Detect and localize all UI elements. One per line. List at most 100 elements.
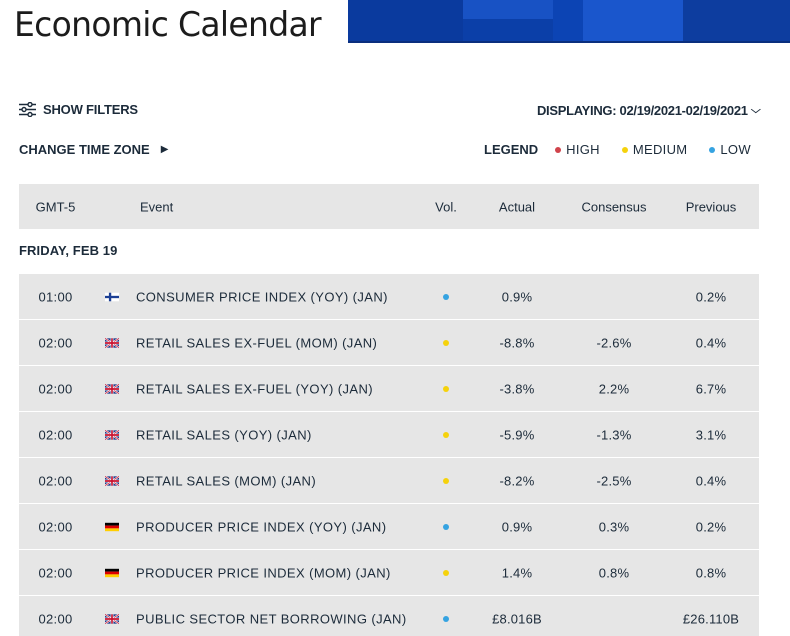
table-row[interactable]: 02:00 RETAIL SALES (YOY) (JAN) -5.9% -1.… xyxy=(19,412,759,458)
medium-volatility-dot xyxy=(443,339,449,346)
consensus-value: 2.2% xyxy=(598,381,630,396)
medium-volatility-dot xyxy=(443,477,449,484)
header-actual: Actual xyxy=(498,199,536,214)
legend-label: LOW xyxy=(720,142,751,157)
actual-value: -3.8% xyxy=(499,381,535,396)
volatility-cell xyxy=(427,523,465,530)
consensus-value: -1.3% xyxy=(596,427,632,442)
actual-value: -5.9% xyxy=(499,427,535,442)
flag-gb-icon xyxy=(105,383,119,394)
volatility-cell xyxy=(427,293,465,300)
table-body: 01:00 CONSUMER PRICE INDEX (YOY) (JAN) 0… xyxy=(19,274,759,636)
banner-line xyxy=(348,41,790,43)
low-volatility-dot xyxy=(443,615,449,622)
flag-gb-icon xyxy=(105,429,119,440)
table-row[interactable]: 02:00 PRODUCER PRICE INDEX (YOY) (JAN) 0… xyxy=(19,504,759,550)
low-volatility-dot xyxy=(443,293,449,300)
legend-item-medium: MEDIUM xyxy=(621,142,688,157)
sliders-icon xyxy=(19,102,36,117)
event-time: 02:00 xyxy=(38,611,73,626)
header-time: GMT-5 xyxy=(35,199,76,214)
volatility-cell xyxy=(427,477,465,484)
change-time-zone-button[interactable]: CHANGE TIME ZONE ▶ xyxy=(19,142,168,157)
event-time: 02:00 xyxy=(38,473,73,488)
medium-volatility-dot xyxy=(621,146,628,153)
table-row[interactable]: 02:00 RETAIL SALES (MOM) (JAN) -8.2% -2.… xyxy=(19,458,759,504)
previous-value: 6.7% xyxy=(695,381,727,396)
calendar-table: GMT-5 Event Vol. Actual Consensus Previo… xyxy=(19,184,759,636)
consensus-value: -2.6% xyxy=(596,335,632,350)
date-range-dropdown[interactable]: DISPLAYING: 02/19/2021-02/19/2021 ⌵ xyxy=(536,103,761,118)
header-vol: Vol. xyxy=(435,199,457,214)
event-time: 02:00 xyxy=(38,381,73,396)
flag-gb-icon xyxy=(105,613,119,624)
event-name: RETAIL SALES (MOM) (JAN) xyxy=(136,473,317,488)
legend: LEGEND HIGH MEDIUM LOW xyxy=(484,142,751,157)
header-previous: Previous xyxy=(685,199,737,214)
low-volatility-dot xyxy=(709,146,716,153)
consensus-value: 0.3% xyxy=(598,519,630,534)
event-name: CONSUMER PRICE INDEX (YOY) (JAN) xyxy=(136,289,388,304)
flag-fi-icon xyxy=(105,292,121,302)
previous-value: 0.2% xyxy=(695,519,727,534)
event-name: PUBLIC SECTOR NET BORROWING (JAN) xyxy=(136,611,407,626)
consensus-value: -2.5% xyxy=(596,473,632,488)
date-range-label: DISPLAYING: 02/19/2021-02/19/2021 xyxy=(536,103,748,118)
actual-value: 0.9% xyxy=(501,519,533,534)
volatility-cell xyxy=(427,569,465,576)
flag-de-icon xyxy=(105,568,121,578)
banner-block xyxy=(683,0,790,43)
actual-value: -8.2% xyxy=(499,473,535,488)
table-header: GMT-5 Event Vol. Actual Consensus Previo… xyxy=(19,184,759,229)
low-volatility-dot xyxy=(443,523,449,530)
banner-block xyxy=(463,0,553,19)
banner-block xyxy=(583,0,683,43)
previous-value: 0.4% xyxy=(695,335,727,350)
table-row[interactable]: 02:00 RETAIL SALES EX-FUEL (MOM) (JAN) -… xyxy=(19,320,759,366)
legend-item-low: LOW xyxy=(709,142,751,157)
table-row[interactable]: 02:00 RETAIL SALES EX-FUEL (YOY) (JAN) -… xyxy=(19,366,759,412)
header-event: Event xyxy=(140,199,174,214)
event-name: RETAIL SALES (YOY) (JAN) xyxy=(136,427,312,442)
table-row[interactable]: 02:00 PUBLIC SECTOR NET BORROWING (JAN) … xyxy=(19,596,759,636)
previous-value: 0.4% xyxy=(695,473,727,488)
flag-gb-icon xyxy=(105,613,121,624)
table-row[interactable]: 01:00 CONSUMER PRICE INDEX (YOY) (JAN) 0… xyxy=(19,274,759,320)
medium-volatility-dot xyxy=(443,569,449,576)
page-title-box: Economic Calendar xyxy=(0,0,348,45)
show-filters-button[interactable]: SHOW FILTERS xyxy=(19,102,138,117)
banner-block xyxy=(553,0,583,43)
actual-value: 0.9% xyxy=(501,289,533,304)
flag-de-icon xyxy=(105,522,121,532)
flag-gb-icon xyxy=(105,383,121,394)
event-time: 02:00 xyxy=(38,519,73,534)
volatility-cell xyxy=(427,385,465,392)
event-time: 01:00 xyxy=(38,289,73,304)
flag-de-icon xyxy=(105,568,119,578)
legend-label: MEDIUM xyxy=(632,142,688,157)
event-name: PRODUCER PRICE INDEX (MOM) (JAN) xyxy=(136,565,391,580)
volatility-cell xyxy=(427,339,465,346)
banner-block xyxy=(348,0,463,43)
event-time: 02:00 xyxy=(38,335,73,350)
event-name: RETAIL SALES EX-FUEL (YOY) (JAN) xyxy=(136,381,373,396)
previous-value: £26.110B xyxy=(682,611,740,626)
previous-value: 0.2% xyxy=(695,289,727,304)
legend-label: HIGH xyxy=(566,142,600,157)
legend-item-high: HIGH xyxy=(555,142,600,157)
actual-value: £8.016B xyxy=(492,611,542,626)
flag-gb-icon xyxy=(105,475,119,486)
actual-value: -8.8% xyxy=(499,335,535,350)
high-volatility-dot xyxy=(555,146,562,153)
flag-gb-icon xyxy=(105,337,119,348)
previous-value: 0.8% xyxy=(695,565,727,580)
legend-title: LEGEND xyxy=(484,142,539,157)
event-time: 02:00 xyxy=(38,427,73,442)
table-row[interactable]: 02:00 PRODUCER PRICE INDEX (MOM) (JAN) 1… xyxy=(19,550,759,596)
consensus-value: 0.8% xyxy=(598,565,630,580)
previous-value: 3.1% xyxy=(695,427,727,442)
flag-fi-icon xyxy=(105,292,119,302)
play-arrow-icon: ▶ xyxy=(160,144,169,155)
medium-volatility-dot xyxy=(443,431,449,438)
actual-value: 1.4% xyxy=(501,565,533,580)
